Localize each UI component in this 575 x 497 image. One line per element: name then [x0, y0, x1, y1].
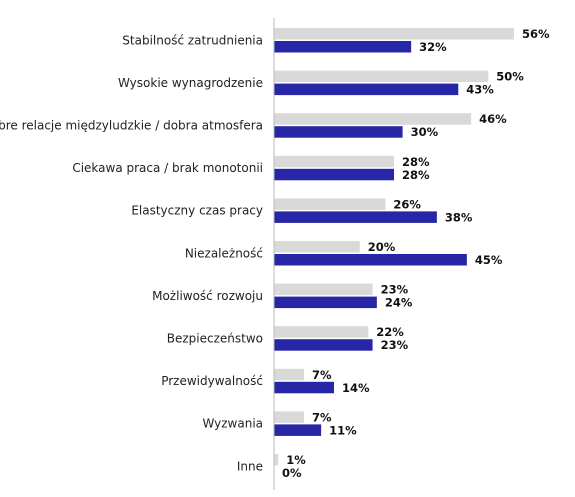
- bar-series-2: [274, 41, 412, 53]
- category-label: Inne: [237, 459, 263, 473]
- value-labels: 56%32%50%43%46%30%28%28%26%38%20%45%23%2…: [282, 27, 550, 480]
- data-label: 7%: [312, 410, 332, 424]
- category-label: Bezpieczeństwo: [167, 331, 263, 345]
- bar-series-1: [274, 28, 514, 40]
- data-label: 28%: [402, 168, 430, 182]
- bar-series-1: [274, 70, 489, 83]
- bar-series-1: [274, 155, 394, 168]
- bar-series-2: [274, 339, 373, 351]
- bar-series-1: [274, 113, 472, 125]
- category-label: Możliwość rozwoju: [152, 289, 263, 303]
- bar-series-1: [274, 326, 369, 338]
- data-label: 38%: [445, 210, 473, 224]
- data-label: 50%: [496, 70, 524, 84]
- bar-series-1: [274, 198, 386, 210]
- data-label: 11%: [329, 423, 357, 437]
- category-label: Elastyczny czas pracy: [131, 204, 263, 218]
- category-label: Wyzwania: [202, 417, 263, 431]
- data-label: 32%: [419, 40, 447, 54]
- bars: [274, 28, 514, 466]
- data-label: 0%: [282, 466, 302, 480]
- data-label: 26%: [393, 197, 421, 211]
- data-label: 20%: [368, 240, 396, 254]
- category-label: Niezależność: [185, 246, 263, 260]
- category-label: Stabilność zatrudnienia: [122, 33, 263, 47]
- bar-series-2: [274, 296, 377, 309]
- bar-series-2: [274, 424, 322, 436]
- data-label: 56%: [522, 27, 550, 41]
- data-label: 1%: [286, 453, 306, 467]
- data-label: 14%: [342, 381, 370, 395]
- data-label: 28%: [402, 155, 430, 169]
- bar-series-1: [274, 241, 360, 253]
- data-label: 43%: [466, 83, 494, 97]
- category-label: Wysokie wynagrodzenie: [118, 76, 263, 90]
- category-label: Dobre relacje międzyludzkie / dobra atmo…: [0, 118, 263, 132]
- bar-series-2: [274, 254, 467, 266]
- bar-series-1: [274, 411, 304, 423]
- data-label: 22%: [376, 325, 404, 339]
- data-label: 45%: [475, 253, 503, 267]
- bar-series-2: [274, 168, 394, 181]
- bar-series-1: [274, 368, 304, 381]
- bar-series-2: [274, 83, 459, 96]
- data-label: 30%: [411, 125, 439, 139]
- bar-series-1: [274, 283, 373, 296]
- bar-series-1: [274, 454, 279, 466]
- data-label: 23%: [381, 283, 409, 297]
- data-label: 7%: [312, 368, 332, 382]
- category-label: Ciekawa praca / brak monotonii: [72, 161, 263, 175]
- category-label: Przewidywalność: [161, 374, 263, 388]
- data-label: 24%: [385, 296, 413, 310]
- bar-series-2: [274, 381, 334, 394]
- category-labels: Stabilność zatrudnienia Wysokie wynagrodz…: [0, 33, 263, 473]
- data-label: 46%: [479, 112, 507, 126]
- bar-series-2: [274, 211, 437, 223]
- bar-series-2: [274, 126, 403, 138]
- data-label: 23%: [381, 338, 409, 352]
